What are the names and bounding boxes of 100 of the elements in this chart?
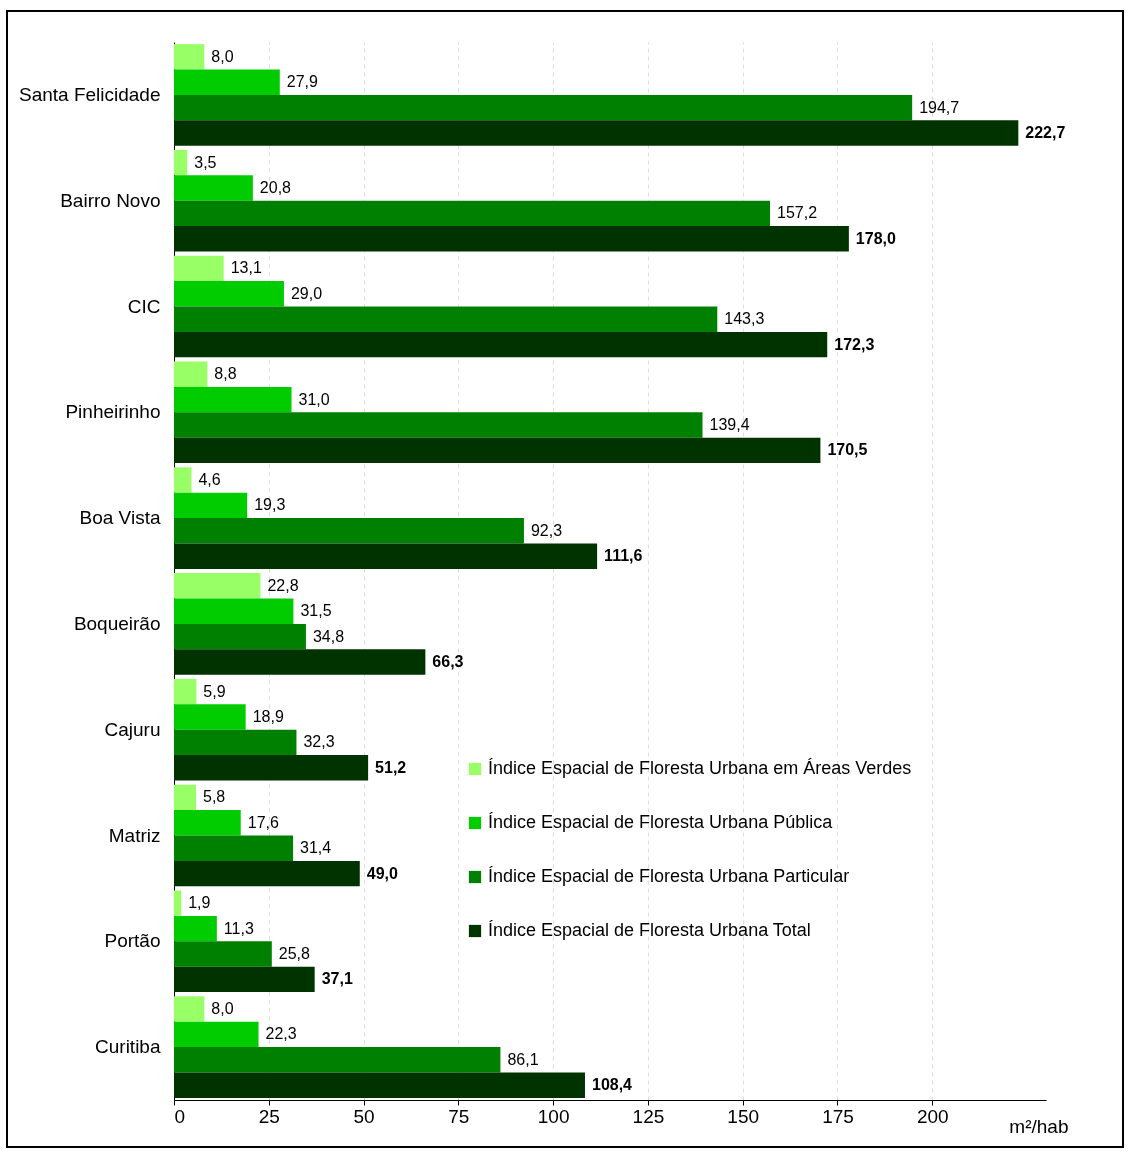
data-label: 111,6 <box>604 547 643 565</box>
y-tick-label: Bairro Novo <box>60 189 161 211</box>
bar <box>174 941 272 967</box>
y-tick-label: Curitiba <box>95 1036 161 1058</box>
legend-label: Índice Espacial de Floresta Urbana em Áreas Verdes <box>488 758 912 778</box>
data-label: 25,8 <box>278 945 311 962</box>
data-label: 222,7 <box>1025 123 1066 141</box>
bar <box>174 255 224 282</box>
bar <box>174 281 284 307</box>
y-tick-label: Boa Vista <box>79 507 161 529</box>
bar <box>174 386 292 413</box>
data-label: 143,3 <box>724 310 765 328</box>
data-label: 1,9 <box>188 894 211 912</box>
bar <box>174 226 849 252</box>
x-tick-label: 175 <box>822 1105 854 1127</box>
bar <box>174 306 718 332</box>
data-label: 172,3 <box>834 335 875 353</box>
data-label: 157,2 <box>776 204 818 222</box>
bar <box>174 467 192 493</box>
data-label: 19,3 <box>254 496 286 514</box>
bar <box>174 120 1019 146</box>
bar <box>174 412 703 438</box>
data-label: 8,8 <box>214 365 237 383</box>
data-label: 3,5 <box>194 153 217 171</box>
data-label: 5,9 <box>203 682 226 700</box>
data-label: 29,0 <box>290 284 323 302</box>
bar <box>174 678 197 705</box>
data-label: 8,0 <box>211 47 234 65</box>
bar <box>174 492 248 519</box>
bar <box>174 543 598 569</box>
data-label: 11,3 <box>223 919 254 937</box>
data-label: 49,0 <box>366 864 399 882</box>
bar <box>174 784 196 811</box>
bar <box>174 810 241 836</box>
data-label: 31,5 <box>300 602 332 620</box>
bar <box>174 996 205 1022</box>
data-label: 8,0 <box>211 1000 234 1018</box>
bar <box>174 890 182 916</box>
bar <box>174 200 770 227</box>
bar <box>174 704 246 730</box>
data-label: 66,3 <box>432 652 464 670</box>
data-label: 194,7 <box>919 98 960 116</box>
data-label: 5,8 <box>202 788 226 806</box>
x-tick-label: 0 <box>174 1105 186 1127</box>
bar <box>174 915 217 942</box>
data-label: 37,1 <box>321 970 353 988</box>
y-tick-label: Pinheirinho <box>65 401 161 423</box>
bar <box>174 331 828 358</box>
bar <box>174 175 253 201</box>
bar <box>174 69 280 95</box>
legend-label: Índice Espacial de Floresta Urbana Particular <box>488 866 850 886</box>
bar <box>174 623 306 650</box>
x-tick-label: 150 <box>727 1105 760 1127</box>
y-tick-label: Cajuru <box>104 718 161 740</box>
bar <box>174 361 208 387</box>
x-tick-label: 25 <box>258 1105 280 1127</box>
data-label: 22,3 <box>265 1025 297 1043</box>
bar <box>174 44 205 70</box>
bar <box>174 573 261 599</box>
data-label: 13,1 <box>230 259 262 277</box>
data-label: 139,4 <box>709 416 750 433</box>
y-tick-label: CIC <box>127 295 161 317</box>
x-tick-label: 200 <box>916 1105 949 1127</box>
data-label: 4,6 <box>198 471 221 489</box>
y-tick-label: Santa Felicidade <box>18 83 161 105</box>
data-label: 27,9 <box>286 73 319 91</box>
data-label: 51,2 <box>375 758 407 776</box>
data-label: 86,1 <box>507 1050 539 1068</box>
bar <box>174 860 360 887</box>
bar <box>174 598 294 624</box>
bar <box>174 835 294 861</box>
data-label: 32,3 <box>303 733 335 751</box>
bar <box>174 966 315 993</box>
bar <box>174 149 188 176</box>
bar <box>174 729 297 756</box>
bar <box>174 1072 585 1098</box>
data-label: 31,4 <box>300 839 332 857</box>
y-tick-label: Matriz <box>108 824 161 846</box>
data-label: 18,9 <box>252 708 284 725</box>
bar <box>174 1047 501 1073</box>
x-tick-label: 100 <box>537 1105 570 1127</box>
data-label: 92,3 <box>530 521 563 539</box>
data-label: 22,8 <box>267 576 299 594</box>
bar <box>174 94 913 121</box>
data-label: 20,8 <box>259 179 292 196</box>
bar <box>174 437 821 464</box>
data-label: 17,6 <box>247 813 279 831</box>
y-tick-label: Portão <box>104 930 161 952</box>
data-label: 34,8 <box>312 627 345 645</box>
legend-label: Índice Espacial de Floresta Urbana Total <box>488 920 811 940</box>
y-tick-label: Boqueirão <box>73 612 161 634</box>
data-label: 31,0 <box>298 390 330 408</box>
legend-label: Índice Espacial de Floresta Urbana Pública <box>488 812 834 832</box>
bar <box>174 649 426 675</box>
x-tick-label: 50 <box>353 1105 375 1127</box>
bar <box>174 1021 259 1048</box>
x-tick-label: 125 <box>632 1105 665 1127</box>
x-axis-title: m²/hab <box>1009 1115 1069 1137</box>
data-label: 170,5 <box>827 441 868 459</box>
bar <box>174 518 524 544</box>
